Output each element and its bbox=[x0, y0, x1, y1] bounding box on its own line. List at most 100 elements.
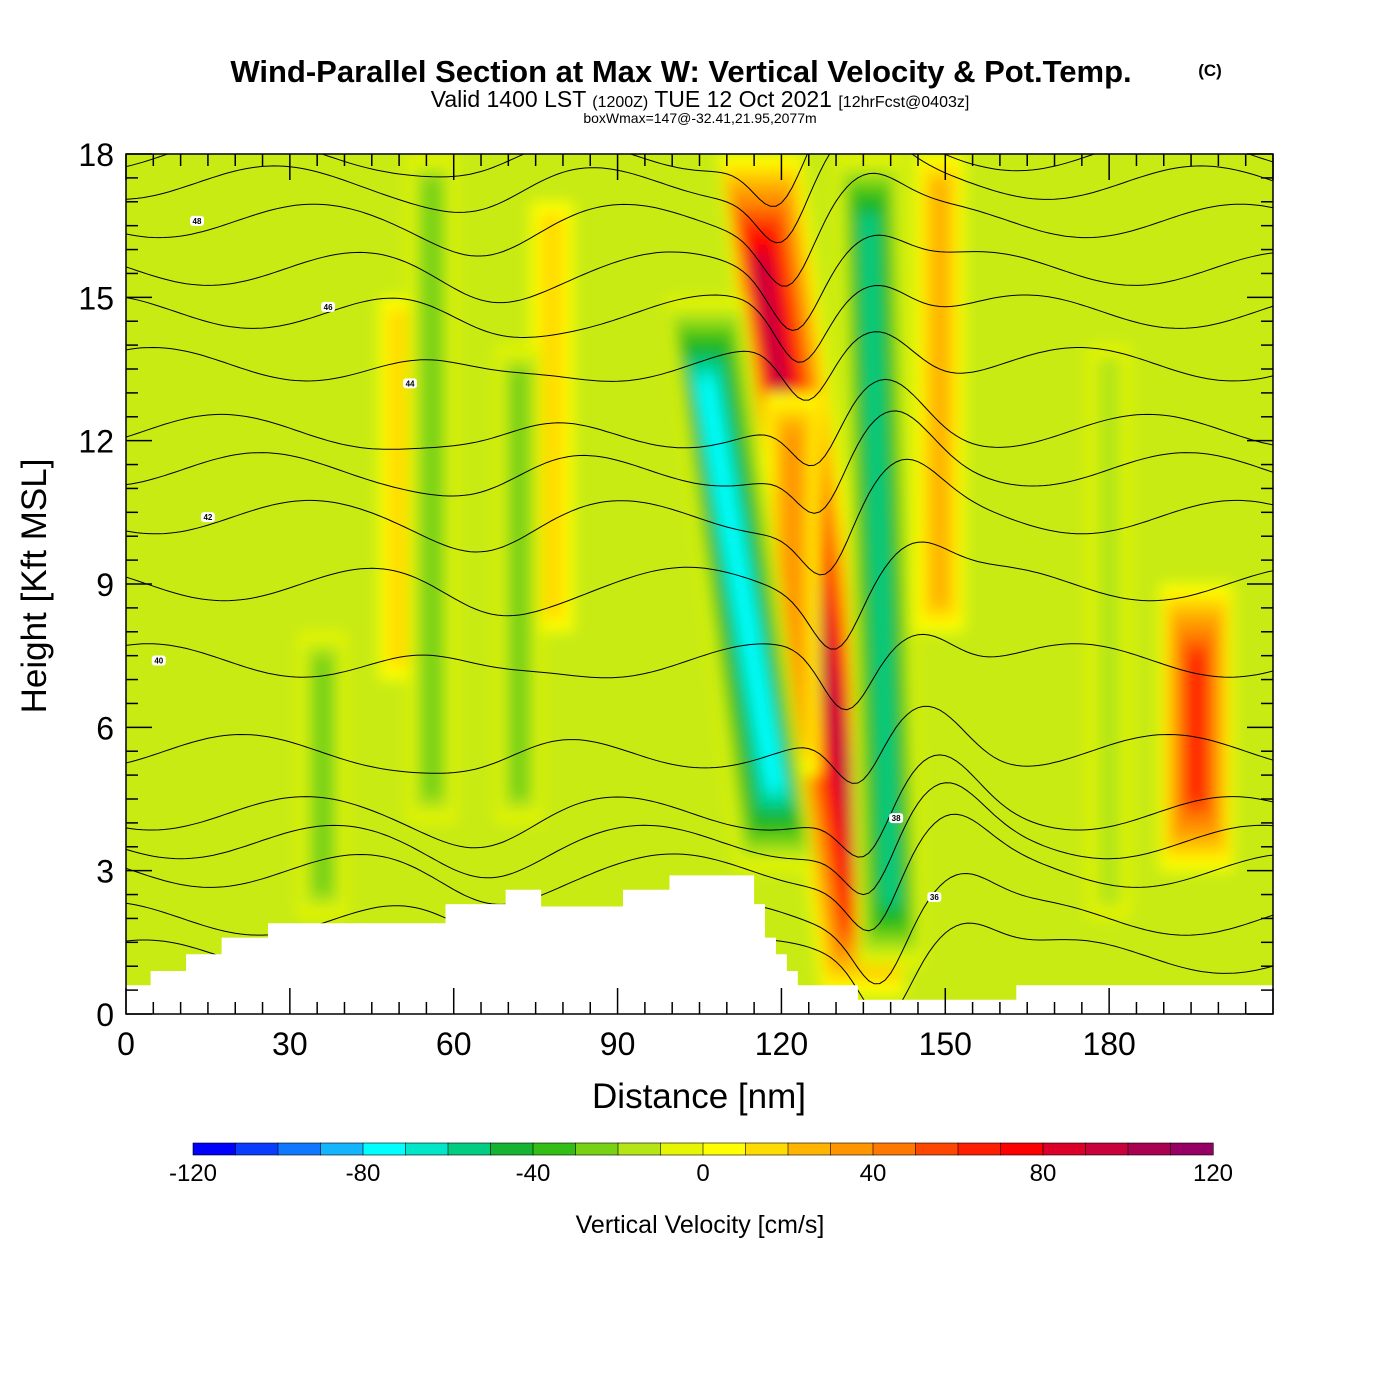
theta-contour-39 bbox=[126, 705, 1273, 784]
copyright-mark: (C) bbox=[1198, 61, 1222, 80]
theta-label-4: 38 bbox=[892, 814, 901, 823]
colorbar-swatch-16 bbox=[872, 1142, 917, 1156]
velocity-contour-4-3 bbox=[929, 177, 951, 608]
theta-label-bg-10 bbox=[403, 378, 418, 389]
colorbar-label-6: 120 bbox=[1193, 1160, 1233, 1187]
colorbar-swatch-10 bbox=[617, 1142, 662, 1156]
terrain-mask bbox=[126, 875, 1273, 1014]
velocity-contour-7-3 bbox=[509, 369, 530, 799]
theta-label-bg-4 bbox=[889, 813, 904, 824]
velocity-band-7 bbox=[496, 345, 543, 823]
vertical-velocity-field bbox=[298, 154, 1234, 995]
velocity-band-3 bbox=[835, 154, 925, 967]
velocity-band-11 bbox=[1160, 584, 1234, 871]
y-tick-labels: 0 3 6 9 12 15 18 bbox=[78, 137, 114, 1033]
colorbar-swatch-18 bbox=[957, 1142, 1002, 1156]
colorbar-swatch-5 bbox=[405, 1142, 449, 1156]
theta-contour-42 bbox=[126, 458, 1273, 576]
velocity-contour-6-2 bbox=[539, 213, 565, 620]
colorbar-swatch-13 bbox=[745, 1142, 789, 1156]
potential-temperature-contours bbox=[126, 154, 1273, 1014]
x-tick-labels: 0 30 60 90 120 150 180 bbox=[117, 1026, 1136, 1062]
theta-contour-49 bbox=[126, 154, 1273, 244]
theta-contour-48 bbox=[126, 172, 1273, 287]
theta-contour-46 bbox=[126, 284, 1273, 363]
theta-label-12: 46 bbox=[324, 303, 333, 312]
colorbar-swatch-7 bbox=[490, 1142, 534, 1156]
colorbar-swatch-3 bbox=[320, 1142, 364, 1156]
theta-label-8: 42 bbox=[203, 513, 212, 522]
velocity-band-9 bbox=[298, 631, 347, 919]
colorbar-label-1: -80 bbox=[346, 1160, 381, 1187]
colorbar-tick-labels: -120 -80 -40 0 40 80 120 bbox=[169, 1160, 1233, 1187]
theta-label-bg-6 bbox=[151, 655, 166, 666]
y-axis-label: Height [Kft MSL] bbox=[15, 459, 54, 714]
theta-label-bg-8 bbox=[200, 512, 215, 523]
theta-label-bg-14 bbox=[190, 215, 205, 226]
theta-contour-41 bbox=[126, 541, 1273, 650]
colorbar-swatch-1 bbox=[235, 1142, 279, 1156]
x-tick-label-180: 180 bbox=[1082, 1026, 1135, 1062]
velocity-contour-3-6 bbox=[860, 213, 899, 907]
colorbar-swatch-17 bbox=[915, 1142, 959, 1156]
colorbar-swatch-14 bbox=[787, 1142, 832, 1156]
x-tick-label-120: 120 bbox=[755, 1026, 808, 1062]
colorbar-label-0: -120 bbox=[169, 1160, 217, 1187]
colorbar-swatch-0 bbox=[192, 1142, 237, 1156]
theta-contour-36 bbox=[126, 813, 1273, 932]
valid-time-line: Valid 1400 LST (1200Z) TUE 12 Oct 2021 [… bbox=[431, 86, 970, 112]
y-tick-label-6: 6 bbox=[96, 710, 114, 746]
velocity-band-8 bbox=[407, 154, 457, 823]
y-tick-label-12: 12 bbox=[78, 424, 114, 460]
velocity-contour-9-3 bbox=[312, 655, 333, 895]
colorbar-title: Vertical Velocity [cm/s] bbox=[576, 1211, 825, 1239]
velocity-band-10 bbox=[1087, 345, 1131, 919]
x-tick-label-60: 60 bbox=[436, 1026, 472, 1062]
velocity-contour-2-8 bbox=[697, 380, 784, 788]
valid-date: TUE 12 Oct 2021 bbox=[654, 86, 832, 112]
colorbar-swatch-11 bbox=[660, 1142, 704, 1156]
colorbar-swatch-21 bbox=[1085, 1142, 1129, 1156]
x-tick-label-90: 90 bbox=[600, 1026, 636, 1062]
valid-prefix: Valid 1400 LST bbox=[431, 86, 587, 112]
theta-label-bg-12 bbox=[321, 301, 336, 312]
colorbar-label-4: 40 bbox=[860, 1160, 887, 1187]
colorbar-swatch-4 bbox=[362, 1142, 407, 1156]
colorbar-swatch-12 bbox=[702, 1142, 747, 1156]
theta-label-6: 40 bbox=[154, 656, 163, 665]
box-wmax-info: boxWmax=147@-32.41,21.95,2077m bbox=[583, 110, 816, 126]
theta-contour-43 bbox=[126, 410, 1273, 514]
chart-title: Wind-Parallel Section at Max W: Vertical… bbox=[230, 54, 1131, 89]
colorbar-swatch-19 bbox=[1000, 1142, 1044, 1156]
theta-contour-44 bbox=[126, 378, 1273, 467]
header: Wind-Parallel Section at Max W: Vertical… bbox=[230, 54, 1221, 126]
colorbar-swatch-8 bbox=[532, 1142, 577, 1156]
x-tick-label-0: 0 bbox=[117, 1026, 135, 1062]
plot-area: 36 38 40 42 44 46 48 bbox=[126, 154, 1273, 1014]
velocity-band-4 bbox=[915, 154, 965, 632]
colorbar-swatch-22 bbox=[1127, 1142, 1172, 1156]
y-tick-label-9: 9 bbox=[96, 567, 114, 603]
potential-temperature-labels: 36 38 40 42 44 46 48 bbox=[151, 215, 942, 902]
axis-ticks bbox=[125, 153, 1274, 1015]
theta-contour-37 bbox=[126, 782, 1273, 896]
theta-contour-45 bbox=[126, 331, 1273, 401]
colorbar-label-2: -40 bbox=[516, 1160, 551, 1187]
x-axis-label: Distance [nm] bbox=[592, 1077, 806, 1116]
theta-contour-38 bbox=[126, 754, 1273, 858]
colorbar-swatch-15 bbox=[830, 1142, 874, 1156]
colorbar-swatch-20 bbox=[1042, 1142, 1087, 1156]
theta-label-2: 36 bbox=[930, 893, 939, 902]
colorbar-swatch-9 bbox=[575, 1142, 619, 1156]
theta-contour-47 bbox=[126, 234, 1273, 332]
velocity-contour-8-3 bbox=[421, 177, 443, 799]
y-tick-label-18: 18 bbox=[78, 137, 114, 173]
y-tick-label-3: 3 bbox=[96, 854, 114, 890]
colorbar-label-3: 0 bbox=[696, 1160, 709, 1187]
colorbar-swatch-23 bbox=[1170, 1142, 1214, 1156]
colorbar-label-5: 80 bbox=[1030, 1160, 1057, 1187]
colorbar-swatch-2 bbox=[277, 1142, 322, 1156]
y-tick-label-0: 0 bbox=[96, 997, 114, 1033]
x-tick-label-30: 30 bbox=[272, 1026, 308, 1062]
